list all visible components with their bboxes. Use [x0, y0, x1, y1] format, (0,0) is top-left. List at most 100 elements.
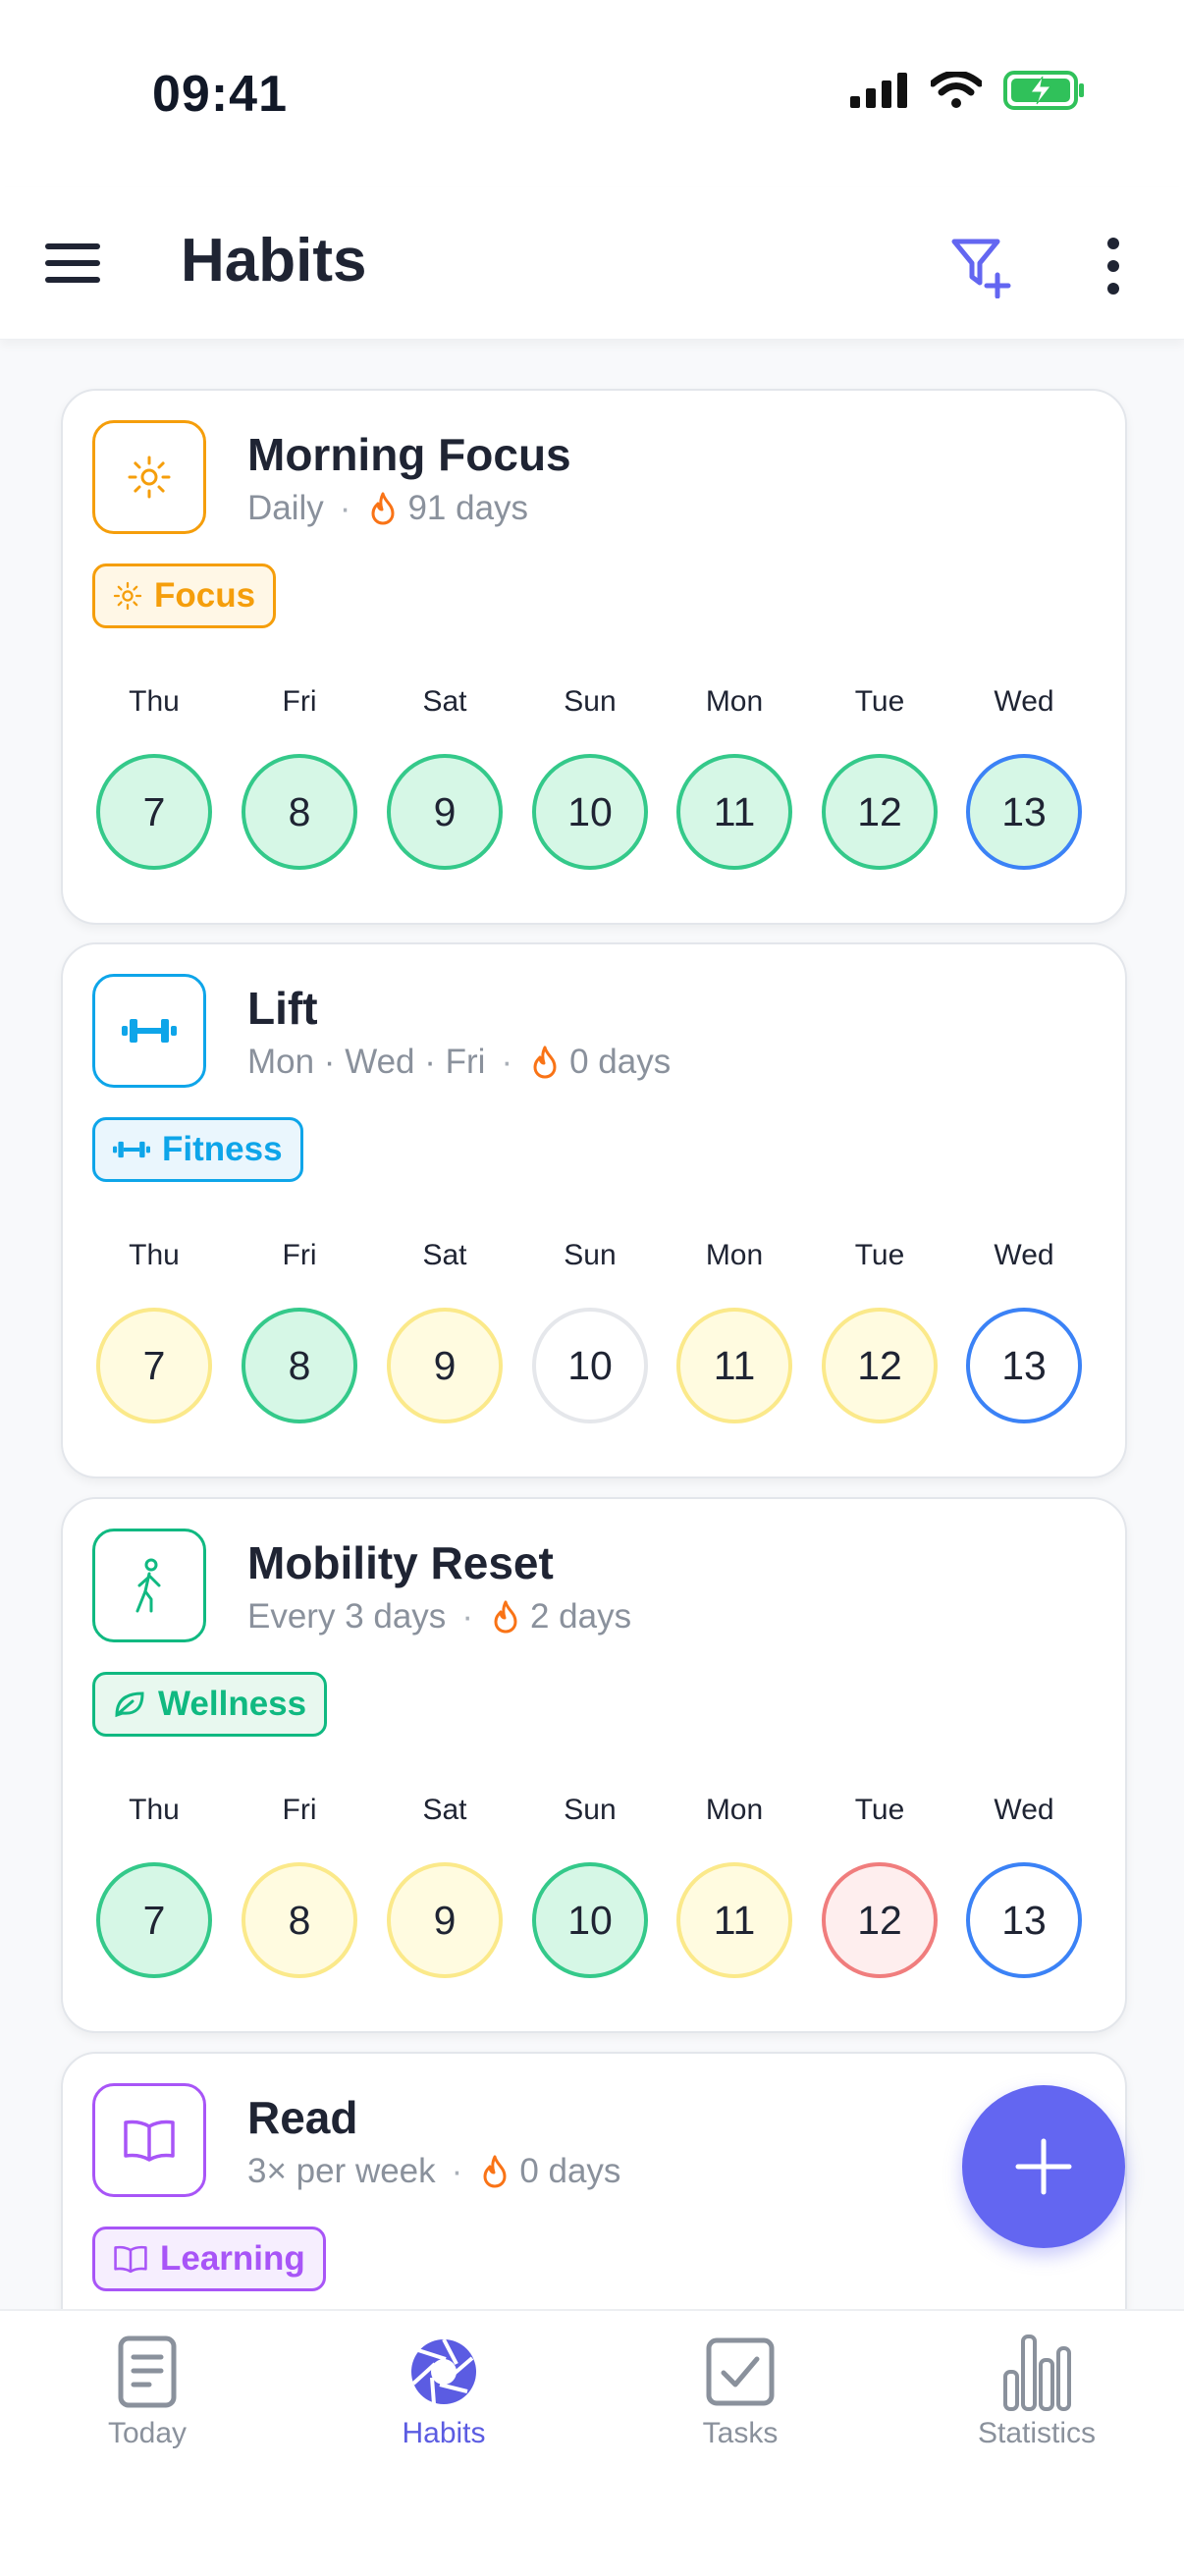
day-column: Mon 11 — [673, 685, 796, 870]
day-status-circle[interactable]: 11 — [676, 1308, 792, 1423]
day-status-circle[interactable]: 11 — [676, 754, 792, 870]
book-icon — [122, 2119, 177, 2162]
nav-label-today: Today — [107, 2417, 188, 2449]
day-name: Fri — [282, 1239, 317, 1271]
more-options-icon[interactable] — [1092, 234, 1135, 298]
nav-item-tasks[interactable]: Tasks — [593, 2331, 888, 2450]
day-status-circle[interactable]: 9 — [387, 1308, 503, 1423]
sun-icon — [127, 455, 172, 500]
habit-card[interactable]: Read 3× per week · 0 days Learning — [61, 2052, 1127, 2350]
day-status-circle[interactable]: 12 — [822, 754, 938, 870]
day-column: Thu 7 — [92, 1239, 216, 1423]
day-name: Wed — [994, 1239, 1054, 1271]
habit-tag-label: Fitness — [162, 1130, 283, 1168]
day-column: Tue 12 — [818, 1239, 942, 1423]
day-status-circle[interactable]: 8 — [242, 754, 357, 870]
habit-streak: 91 days — [407, 489, 529, 527]
day-column: Sun 10 — [528, 1239, 652, 1423]
day-status-circle[interactable]: 7 — [96, 1308, 212, 1423]
day-column: Sun 10 — [528, 685, 652, 870]
dumbbell-icon — [113, 1139, 150, 1160]
hamburger-menu-icon[interactable] — [45, 242, 100, 285]
habit-tag-label: Focus — [154, 576, 256, 615]
status-time: 09:41 — [152, 66, 288, 123]
habit-tag[interactable]: Fitness — [92, 1117, 303, 1182]
day-column: Mon 11 — [673, 1794, 796, 1978]
nav-label-statistics: Statistics — [977, 2417, 1097, 2449]
day-status-circle[interactable]: 7 — [96, 754, 212, 870]
add-habit-button[interactable] — [962, 2085, 1125, 2248]
flame-icon — [371, 492, 395, 525]
day-name: Thu — [129, 1239, 180, 1271]
wifi-icon — [931, 72, 982, 108]
status-icons — [850, 71, 1086, 110]
day-status-circle[interactable]: 13 — [966, 754, 1082, 870]
day-column: Wed 13 — [962, 685, 1086, 870]
day-name: Fri — [282, 685, 317, 718]
habit-card[interactable]: Morning Focus Daily · 91 days Focus Thu … — [61, 389, 1127, 925]
day-status-circle[interactable]: 9 — [387, 754, 503, 870]
habit-tag[interactable]: Focus — [92, 564, 277, 628]
day-status-circle[interactable]: 8 — [242, 1862, 357, 1978]
day-column: Sat 9 — [383, 1794, 507, 1978]
day-column: Tue 12 — [818, 1794, 942, 1978]
nav-label-tasks: Tasks — [702, 2417, 779, 2449]
habit-streak: 2 days — [529, 1597, 632, 1636]
day-column: Wed 13 — [962, 1794, 1086, 1978]
day-name: Wed — [994, 1794, 1054, 1826]
day-status-circle[interactable]: 13 — [966, 1862, 1082, 1978]
habit-tag[interactable]: Learning — [92, 2227, 326, 2291]
habit-tag[interactable]: Wellness — [92, 1672, 328, 1737]
separator-dot: · — [501, 1043, 513, 1081]
bottom-navigation: Today Habits Tasks — [0, 2309, 1184, 2576]
nav-item-statistics[interactable]: Statistics — [889, 2331, 1184, 2450]
day-name: Sun — [564, 1239, 617, 1271]
app-bar: Habits — [0, 187, 1184, 340]
day-status-circle[interactable]: 12 — [822, 1308, 938, 1423]
leaf-icon — [113, 1690, 146, 1719]
page-title: Habits — [181, 227, 367, 295]
cellular-signal-icon — [850, 73, 907, 108]
habit-icon-box — [92, 1529, 206, 1642]
day-status-circle[interactable]: 10 — [532, 754, 648, 870]
day-name: Sat — [422, 685, 467, 718]
habit-card[interactable]: Lift Mon · Wed · Fri · 0 days Fitness Th… — [61, 942, 1127, 1478]
day-status-circle[interactable]: 8 — [242, 1308, 357, 1423]
day-name: Tue — [854, 1794, 905, 1826]
flame-icon — [533, 1046, 557, 1079]
day-status-circle[interactable]: 12 — [822, 1862, 938, 1978]
day-status-circle[interactable]: 11 — [676, 1862, 792, 1978]
habit-icon-box — [92, 2083, 206, 2197]
flame-icon — [494, 1600, 517, 1634]
day-name: Sat — [422, 1794, 467, 1826]
day-column: Fri 8 — [238, 1239, 361, 1423]
checkbox-icon — [706, 2337, 775, 2406]
filter-add-icon[interactable] — [950, 236, 1013, 299]
day-name: Thu — [129, 1794, 180, 1826]
separator-dot: · — [451, 2152, 463, 2190]
bar-chart-icon — [1003, 2334, 1071, 2411]
battery-charging-icon — [1003, 71, 1084, 110]
day-name: Mon — [705, 1794, 764, 1826]
habit-icon-box — [92, 420, 206, 534]
nav-item-habits[interactable]: Habits — [296, 2331, 591, 2450]
day-name: Sat — [422, 1239, 467, 1271]
habit-subtitle: 3× per week · 0 days — [247, 2152, 620, 2191]
day-column: Sat 9 — [383, 1239, 507, 1423]
day-status-circle[interactable]: 13 — [966, 1308, 1082, 1423]
day-status-circle[interactable]: 10 — [532, 1862, 648, 1978]
habit-tag-label: Learning — [160, 2239, 305, 2278]
book-icon — [113, 2244, 148, 2274]
day-name: Tue — [854, 1239, 905, 1271]
habit-card[interactable]: Mobility Reset Every 3 days · 2 days Wel… — [61, 1497, 1127, 2033]
day-column: Fri 8 — [238, 685, 361, 870]
habit-streak: 0 days — [569, 1043, 672, 1081]
day-status-circle[interactable]: 9 — [387, 1862, 503, 1978]
nav-item-today[interactable]: Today — [0, 2331, 295, 2450]
habit-frequency: Every 3 days — [247, 1597, 447, 1636]
day-name: Mon — [705, 1239, 764, 1271]
day-column: Mon 11 — [673, 1239, 796, 1423]
day-status-circle[interactable]: 10 — [532, 1308, 648, 1423]
separator-dot: · — [461, 1597, 473, 1636]
day-status-circle[interactable]: 7 — [96, 1862, 212, 1978]
